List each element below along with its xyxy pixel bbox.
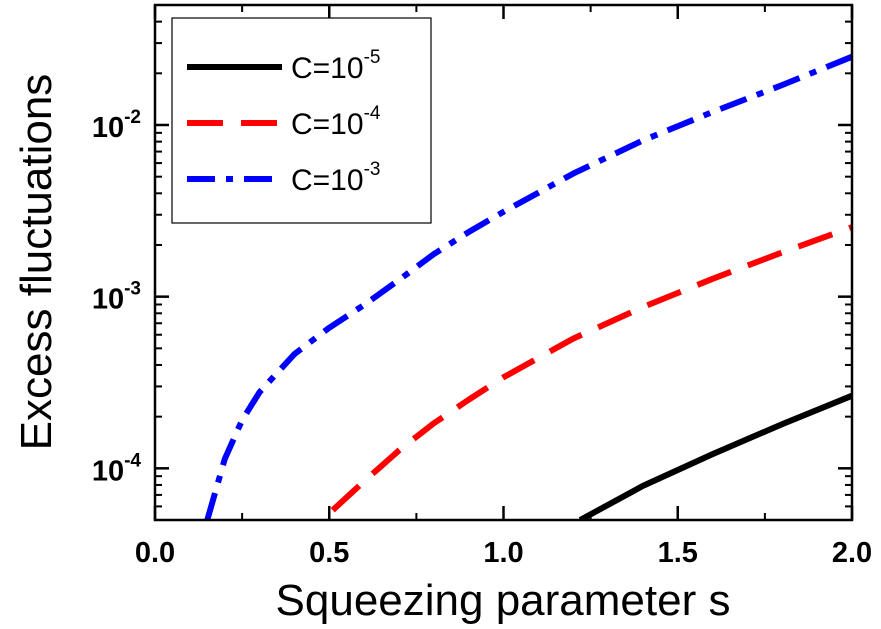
series-line-1 [330, 224, 852, 513]
x-tick-label-0: 0.0 [135, 537, 175, 569]
x-tick-label-3: 1.5 [658, 537, 698, 569]
x-tick-label-4: 2.0 [832, 537, 872, 569]
y-tick-label-2: 10-2 [92, 107, 141, 144]
y-axis-label: Excess fluctuations [12, 74, 61, 451]
legend-label-0: C=10-5 [291, 47, 380, 85]
y-tick-label-0: 10-4 [92, 450, 142, 487]
ticks-layer: 0.0 0.5 1.0 1.5 2.0 10-4 10-3 10-2 [92, 5, 872, 569]
y-tick-label-1: 10-3 [92, 279, 141, 316]
series-line-0 [578, 392, 852, 520]
legend-items: C=10-5 C=10-4 C=10-3 [187, 47, 381, 197]
series-layer [204, 53, 852, 520]
series-line-2 [204, 53, 852, 520]
legend-label-1: C=10-4 [291, 103, 381, 141]
x-tick-label-2: 1.0 [483, 537, 523, 569]
x-tick-label-1: 0.5 [309, 537, 349, 569]
legend: C=10-5 C=10-4 C=10-3 [171, 17, 432, 224]
legend-label-2: C=10-3 [291, 159, 380, 197]
x-axis-label: Squeezing parameter s [276, 576, 731, 625]
